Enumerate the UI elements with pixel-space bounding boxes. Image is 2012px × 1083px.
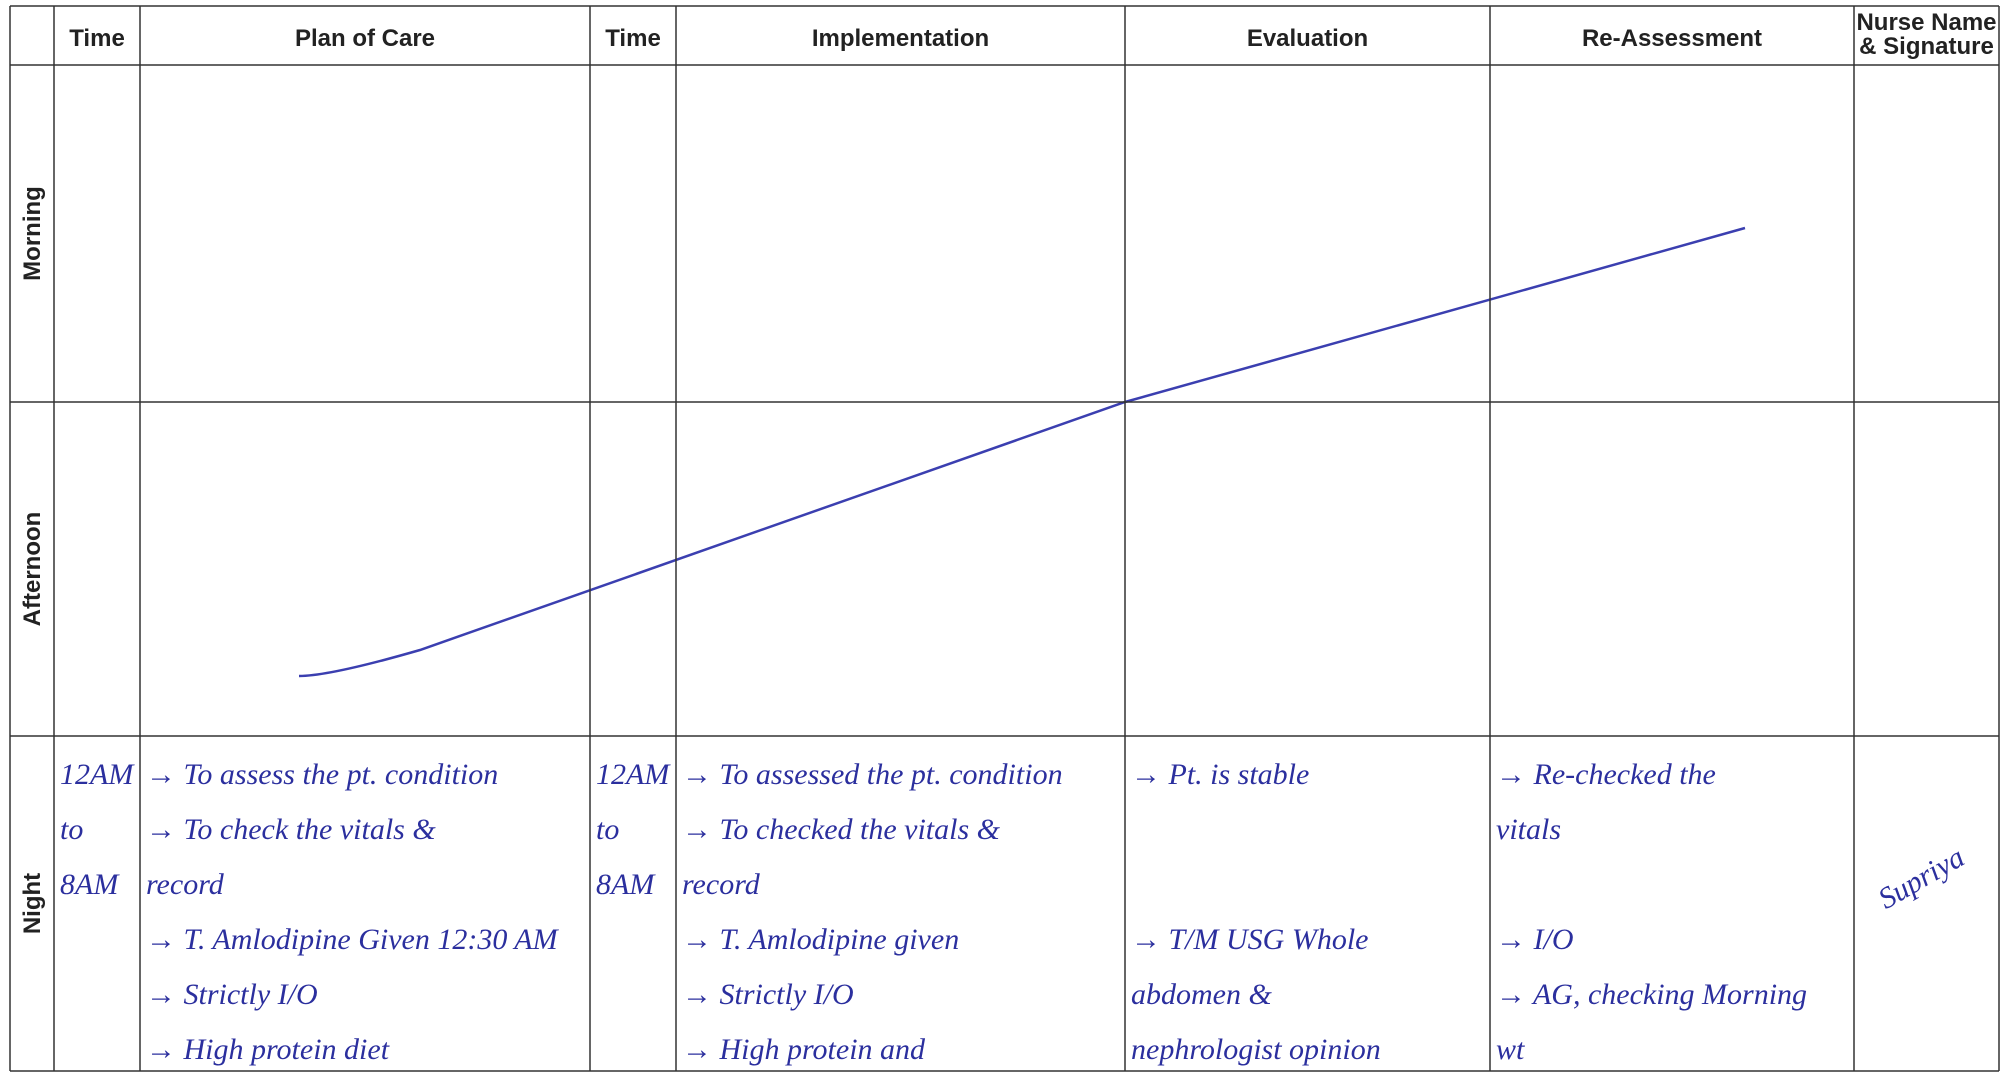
column-header: Evaluation bbox=[1247, 25, 1368, 52]
handwritten-entry: wt bbox=[1496, 1033, 1525, 1066]
column-header: Implementation bbox=[812, 25, 989, 52]
handwritten-entry: abdomen & bbox=[1131, 978, 1272, 1011]
row-label: Afternoon bbox=[19, 512, 46, 627]
column-header: Plan of Care bbox=[295, 25, 435, 52]
handwritten-entry: → Pt. is stable bbox=[1131, 758, 1309, 791]
handwritten-entry: 12AM bbox=[60, 758, 135, 791]
handwritten-entry: 8AM bbox=[596, 868, 656, 901]
handwritten-entry: → I/O bbox=[1496, 923, 1574, 956]
column-header: & Signature bbox=[1859, 33, 1994, 60]
column-header: Time bbox=[69, 25, 125, 52]
handwritten-entry: to bbox=[596, 813, 619, 846]
handwritten-entry: → High protein and bbox=[682, 1033, 926, 1066]
handwritten-entry: → To assessed the pt. condition bbox=[682, 758, 1063, 791]
handwritten-entry: → Re-checked the bbox=[1496, 758, 1716, 791]
handwritten-entry: 8AM bbox=[60, 868, 120, 901]
handwritten-entry: to bbox=[60, 813, 83, 846]
handwritten-entry: record bbox=[682, 868, 761, 901]
handwritten-entry: → High protein diet bbox=[146, 1033, 390, 1066]
handwritten-entry: → Strictly I/O bbox=[146, 978, 318, 1011]
column-header: Nurse Name bbox=[1856, 9, 1996, 36]
column-header: Time bbox=[605, 25, 661, 52]
care-plan-sheet: Time Plan of Care Time Implementation Evalua… bbox=[0, 0, 2012, 1083]
handwritten-entry: → To assess the pt. condition bbox=[146, 758, 498, 791]
handwritten-entry: nephrologist opinion bbox=[1131, 1033, 1381, 1066]
handwritten-entry: record bbox=[146, 868, 225, 901]
handwritten-entry: → T. Amlodipine given bbox=[682, 923, 959, 956]
column-header: Re-Assessment bbox=[1582, 25, 1762, 52]
row-label: Morning bbox=[19, 186, 46, 281]
row-label: Night bbox=[19, 873, 46, 934]
handwritten-entry: → Strictly I/O bbox=[682, 978, 854, 1011]
page-background bbox=[0, 0, 2012, 1083]
handwritten-entry: 12AM bbox=[596, 758, 671, 791]
handwritten-entry: → To checked the vitals & bbox=[682, 813, 1001, 846]
handwritten-entry: → T. Amlodipine Given 12:30 AM bbox=[146, 923, 560, 956]
handwritten-entry: vitals bbox=[1496, 813, 1561, 846]
handwritten-entry: → To check the vitals & bbox=[146, 813, 436, 846]
handwritten-entry: → T/M USG Whole bbox=[1131, 923, 1368, 956]
handwritten-entry: → AG, checking Morning bbox=[1496, 978, 1807, 1011]
